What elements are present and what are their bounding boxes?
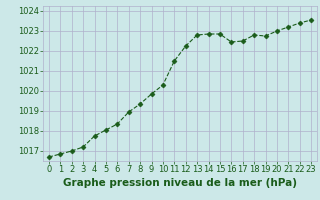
X-axis label: Graphe pression niveau de la mer (hPa): Graphe pression niveau de la mer (hPa) — [63, 178, 297, 188]
